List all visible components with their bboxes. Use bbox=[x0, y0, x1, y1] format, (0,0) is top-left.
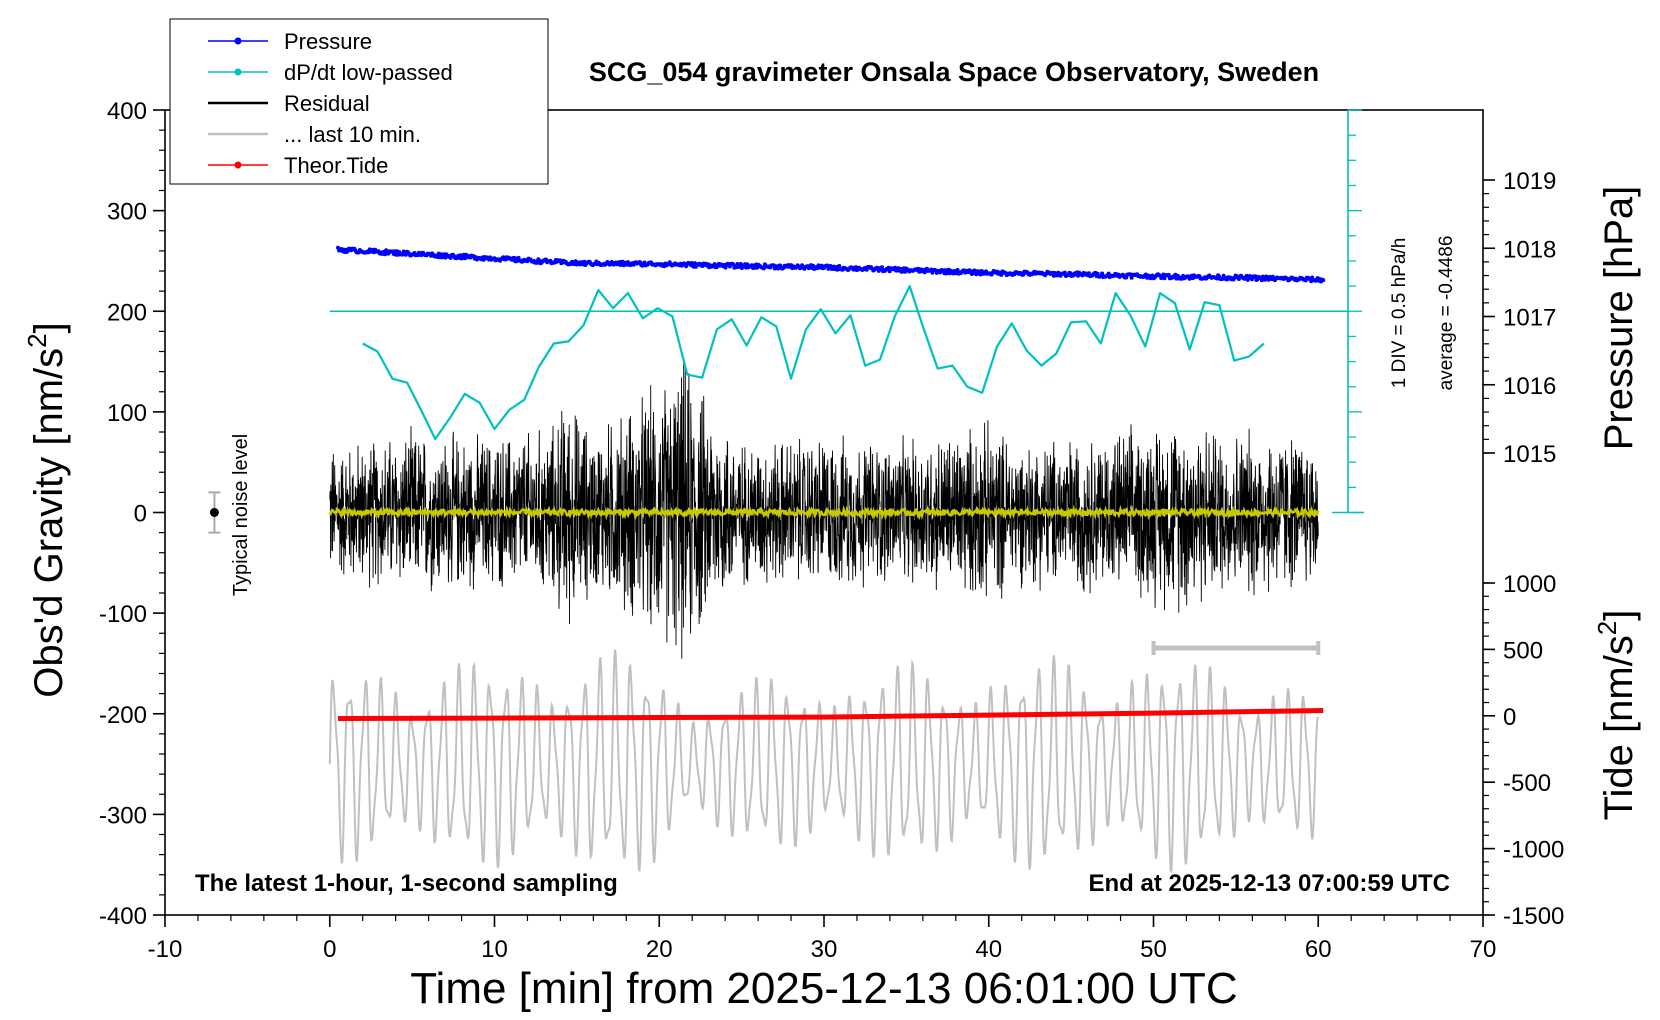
legend-label-4: Theor.Tide bbox=[284, 153, 388, 178]
dpdt-average-label: average = -0.4486 bbox=[1436, 236, 1457, 391]
y-axis-label-pressure: Pressure [hPa] bbox=[1597, 186, 1641, 451]
pressure-point bbox=[973, 268, 978, 273]
y-axis-label-left: Obs'd Gravity [nm/s2] bbox=[22, 322, 71, 698]
pressure-point bbox=[825, 263, 830, 268]
legend-label-3: ... last 10 min. bbox=[284, 122, 421, 147]
pressure-tick-label: 1016 bbox=[1503, 373, 1556, 400]
pressure-point bbox=[811, 263, 816, 268]
axes-layer: -10 0 10 20 30 40 50 60 70-400-300-200-100010020… bbox=[99, 98, 1564, 963]
pressure-point bbox=[1166, 272, 1171, 277]
legend-label-1: dP/dt low-passed bbox=[284, 60, 453, 85]
pressure-point bbox=[1062, 270, 1067, 275]
y-tick-label: 200 bbox=[107, 299, 147, 326]
y-tick-label: 300 bbox=[107, 199, 147, 226]
pressure-point bbox=[512, 255, 517, 260]
chart-title: SCG_054 gravimeter Onsala Space Observat… bbox=[589, 57, 1319, 87]
legend-items: Pressure dP/dt low-passed Residual ... last… bbox=[208, 29, 453, 178]
legend-marker-1 bbox=[234, 68, 242, 76]
pressure-point bbox=[1162, 276, 1167, 281]
x-tick-label: 40 bbox=[975, 936, 1002, 963]
tide-tick-label: 1000 bbox=[1503, 571, 1556, 598]
y-tick-label: 400 bbox=[107, 98, 147, 125]
dpdt-scale-label: 1 DIV = 0.5 hPa/h bbox=[1389, 238, 1410, 389]
noise-level-point bbox=[209, 508, 219, 517]
legend-marker-4 bbox=[234, 161, 242, 169]
pressure-point bbox=[837, 264, 842, 268]
legend-label-0: Pressure bbox=[284, 29, 372, 54]
pressure-point bbox=[618, 263, 623, 267]
y-tick-label: -200 bbox=[99, 702, 147, 729]
tide-tick-label: 0 bbox=[1503, 704, 1516, 731]
pressure-point bbox=[514, 259, 519, 264]
series-layer bbox=[208, 109, 1364, 874]
pressure-point bbox=[955, 268, 960, 272]
legend-box bbox=[169, 18, 549, 185]
tide-tick-label: 500 bbox=[1503, 637, 1543, 664]
series-theor-tide-line bbox=[337, 708, 1324, 721]
legend-marker-0 bbox=[234, 37, 242, 45]
pressure-point bbox=[835, 267, 840, 272]
y-tick-label: -300 bbox=[99, 802, 147, 829]
pressure-point bbox=[1321, 278, 1326, 283]
y-tick-label: -100 bbox=[99, 601, 147, 628]
pressure-point bbox=[723, 265, 728, 270]
x-tick-label: 30 bbox=[811, 936, 838, 963]
pressure-point bbox=[1253, 274, 1258, 279]
pressure-point bbox=[738, 262, 743, 266]
y-tick-label: 100 bbox=[107, 400, 147, 427]
pressure-tick-label: 1015 bbox=[1503, 441, 1556, 468]
pressure-point bbox=[880, 265, 884, 270]
legend-label-2: Residual bbox=[284, 91, 370, 116]
y-tick-label: -400 bbox=[99, 903, 147, 930]
y-axis-label-tide: Tide [nm/s2] bbox=[1592, 610, 1641, 821]
series-residual-line bbox=[329, 362, 1319, 659]
x-tick-label: 70 bbox=[1470, 936, 1497, 963]
x-tick-label: 10 bbox=[481, 936, 508, 963]
x-tick-label: -10 bbox=[148, 936, 183, 963]
series-pressure-group bbox=[336, 245, 1326, 284]
series-dpdt-line bbox=[362, 285, 1265, 441]
tide-tick-label: -1000 bbox=[1503, 837, 1564, 864]
x-tick-label: 50 bbox=[1140, 936, 1167, 963]
pressure-tick-label: 1018 bbox=[1503, 236, 1556, 263]
pressure-tick-label: 1017 bbox=[1503, 305, 1556, 332]
annotation-end-time: End at 2025-12-13 07:00:59 UTC bbox=[1089, 870, 1451, 897]
series-last-10-min-line bbox=[328, 649, 1320, 874]
pressure-point bbox=[712, 262, 717, 267]
x-axis-label: Time [min] from 2025-12-13 06:01:00 UTC bbox=[410, 964, 1237, 1013]
pressure-point bbox=[1245, 277, 1250, 282]
noise-level-label: Typical noise level bbox=[230, 434, 252, 596]
x-tick-label: 60 bbox=[1305, 936, 1332, 963]
pressure-tick-label: 1019 bbox=[1503, 168, 1556, 195]
x-tick-label: 20 bbox=[646, 936, 673, 963]
x-tick-label: 0 bbox=[323, 936, 336, 963]
series-residual-smoothed-line bbox=[328, 504, 1320, 521]
pressure-point bbox=[1100, 271, 1105, 276]
y-tick-label: 0 bbox=[134, 501, 147, 528]
tide-tick-label: -1500 bbox=[1503, 903, 1564, 930]
legend: Pressure dP/dt low-passed Residual ... last… bbox=[169, 18, 549, 185]
tide-tick-label: -500 bbox=[1503, 770, 1551, 797]
annotation-sampling: The latest 1-hour, 1-second sampling bbox=[195, 870, 618, 897]
